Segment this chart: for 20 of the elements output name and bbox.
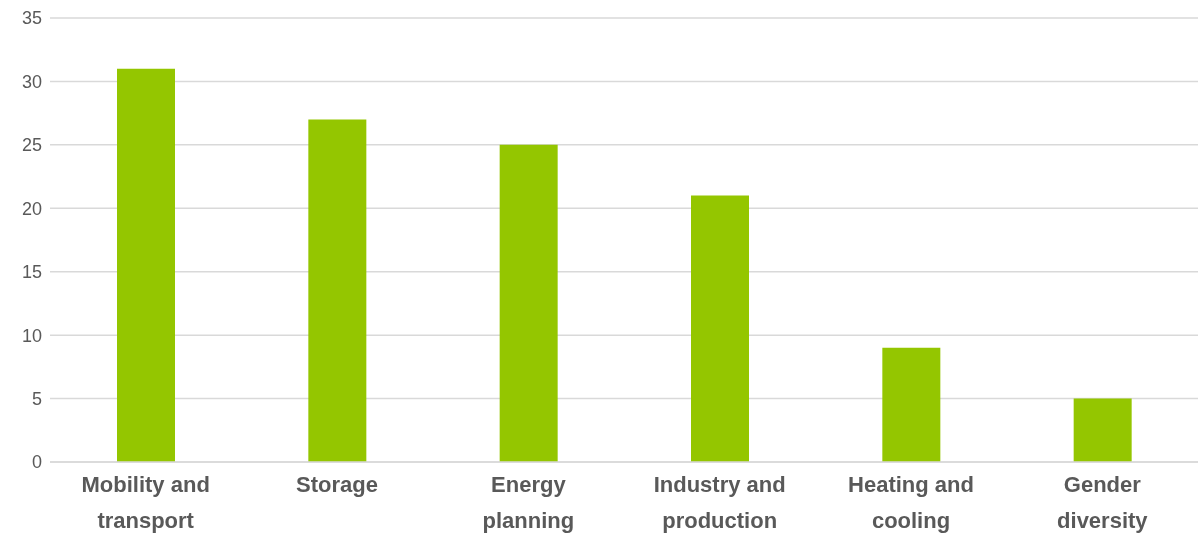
y-tick-label: 25 (21, 135, 42, 156)
bar (499, 144, 558, 462)
y-tick-label: 20 (21, 198, 42, 219)
y-tick-label: 15 (21, 262, 42, 283)
y-tick-label: 30 (21, 71, 42, 92)
x-tick-label: Heating and cooling (848, 472, 974, 533)
x-tick-label: Energy planning (482, 472, 575, 533)
x-tick-label: Storage (296, 472, 378, 497)
x-tick-label: Gender diversity (1057, 472, 1149, 533)
bar (117, 68, 175, 462)
x-tick-label: Mobility and transport (81, 472, 210, 533)
y-tick-label: 10 (21, 325, 42, 346)
bar (691, 195, 749, 462)
bar (882, 347, 941, 462)
bar (1073, 398, 1132, 462)
bar (308, 119, 367, 462)
x-tick-label: Industry and production (653, 472, 786, 533)
y-tick-label: 5 (31, 388, 42, 409)
y-tick-label: 35 (21, 8, 42, 29)
y-tick-label: 0 (31, 452, 42, 473)
